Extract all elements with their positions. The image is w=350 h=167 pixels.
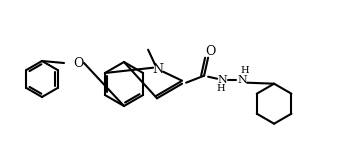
Text: H: H: [241, 66, 250, 75]
Text: O: O: [205, 45, 215, 58]
Text: H: H: [217, 84, 225, 93]
Text: O: O: [73, 56, 83, 69]
Text: N: N: [217, 75, 227, 85]
Text: N: N: [237, 75, 247, 85]
Text: N: N: [153, 63, 163, 76]
